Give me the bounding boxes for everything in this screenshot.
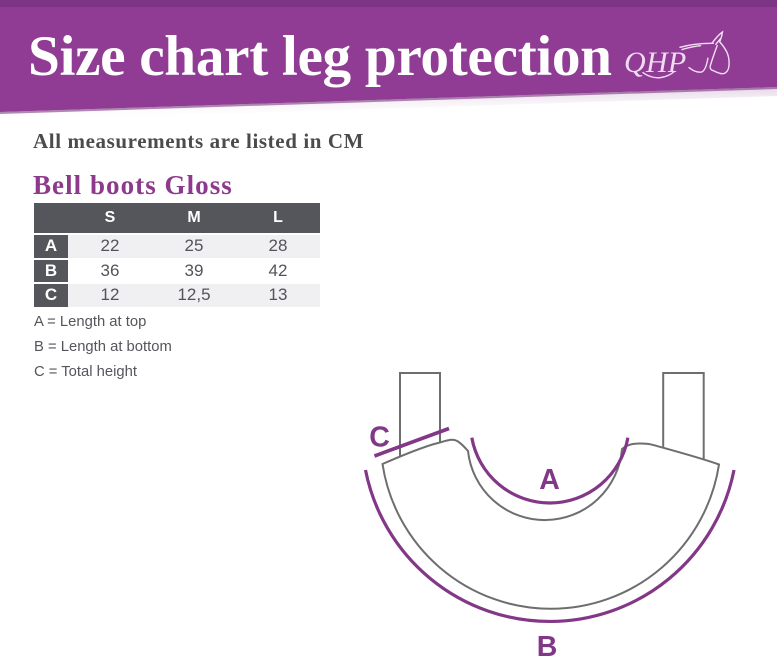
svg-text:QHP: QHP	[624, 46, 687, 79]
svg-text:A: A	[539, 464, 560, 496]
svg-text:B: B	[537, 631, 558, 663]
svg-text:C: C	[369, 422, 390, 454]
